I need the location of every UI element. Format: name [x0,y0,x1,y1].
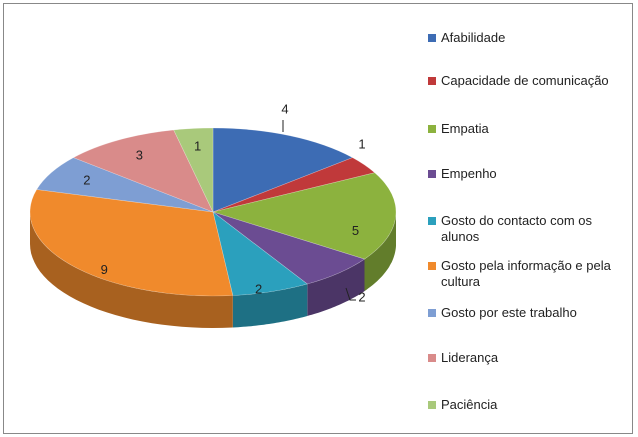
legend-swatch [428,354,436,362]
legend-item: Empenho [428,166,628,182]
slice-side [364,212,396,292]
chart-frame [3,3,633,434]
legend-label: Gosto por este trabalho [441,305,577,320]
slice [212,211,366,285]
legend-swatch [428,170,436,178]
legend-swatch [428,77,436,85]
legend-swatch [428,34,436,42]
legend-item: Empatia [428,121,628,137]
legend-swatch [428,309,436,317]
data-label: 5 [352,223,359,238]
legend-swatch [428,125,436,133]
data-label: 2 [83,173,90,188]
legend-label: Liderança [441,350,499,365]
legend-label: Gosto do contacto com os alunos [441,213,593,244]
data-label: 2 [255,282,262,297]
legend-label: Gosto pela informação e pela cultura [441,258,611,289]
legend-item: Gosto por este trabalho [428,305,628,321]
data-label: 9 [101,262,108,277]
legend-label: Afabilidade [441,30,506,45]
data-label: 4 [281,101,288,116]
legend-label: Empatia [441,121,489,136]
leader-line [345,287,356,301]
slice [212,127,354,213]
data-label: 1 [194,138,201,153]
legend-label: Paciência [441,397,498,412]
slice [173,127,214,213]
legend-item: Gosto do contacto com os alunos [428,213,628,245]
legend-swatch [428,401,436,409]
legend-label: Capacidade de comunicação [441,73,609,88]
legend-item: Paciência [428,397,628,413]
legend-label: Empenho [441,166,497,181]
data-label: 3 [136,147,143,162]
data-label: 2 [358,289,365,304]
legend-item: Capacidade de comunicação [428,73,628,89]
legend-item: Liderança [428,350,628,366]
slice [212,157,376,213]
legend-item: Gosto pela informação e pela cultura [428,258,628,290]
legend-swatch [428,262,436,270]
slice-side [307,259,365,316]
legend-item: Afabilidade [428,30,628,46]
slice-side [30,212,233,328]
data-label: 1 [358,136,365,151]
slice [72,129,214,213]
slice [212,211,308,296]
legend-swatch [428,217,436,225]
slice [211,172,397,260]
slice-side [232,284,308,328]
slice [29,189,234,297]
slice [36,157,214,213]
